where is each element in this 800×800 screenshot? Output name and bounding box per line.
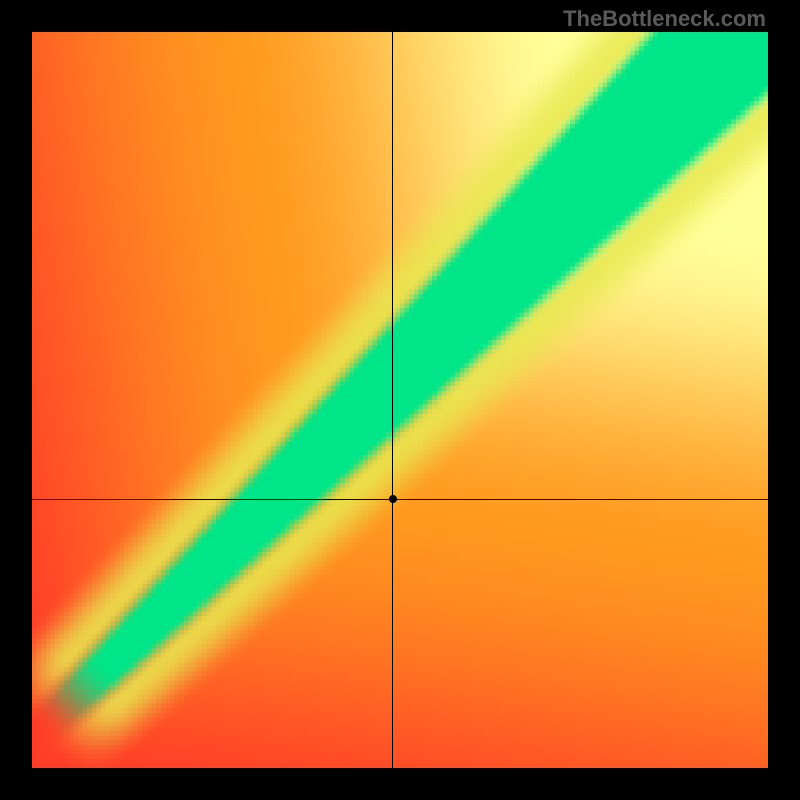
selection-marker	[389, 495, 397, 503]
watermark-text: TheBottleneck.com	[563, 6, 766, 32]
crosshair-horizontal	[32, 499, 768, 500]
chart-container: TheBottleneck.com	[0, 0, 800, 800]
bottleneck-heatmap	[32, 32, 768, 768]
crosshair-vertical	[392, 32, 393, 768]
